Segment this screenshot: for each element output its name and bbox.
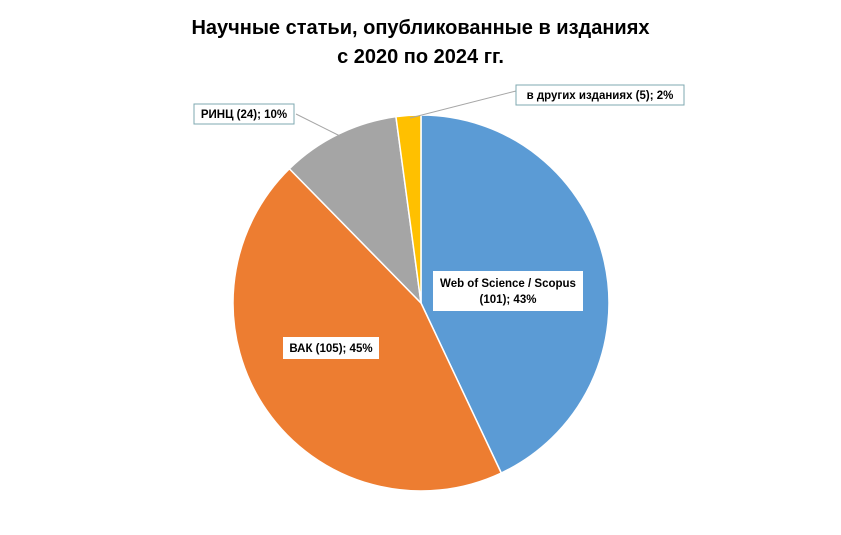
pie-slice-2 [232, 167, 503, 492]
data-label-1-line-1: Web of Science / Scopus [440, 278, 576, 290]
chart-title: Научные статьи, опубликованные в издания… [0, 14, 841, 72]
data-label-box-3 [193, 103, 295, 125]
data-label-1-line-2: (101); 43% [480, 294, 537, 306]
data-labels: Web of Science / Scopus (101); 43% ВАК (10… [193, 84, 685, 359]
pie-slices [232, 114, 610, 492]
data-label-box-1 [433, 271, 583, 311]
data-label-box-2 [283, 337, 379, 359]
data-label-3-line-1: РИНЦ (24); 10% [201, 109, 287, 121]
leader-line-3 [295, 113, 341, 137]
leader-lines [295, 90, 517, 137]
chart-title-line-2: с 2020 по 2024 гг. [337, 46, 504, 68]
data-label-2-line-1: ВАК (105); 45% [289, 343, 372, 355]
data-label-box-4 [515, 84, 685, 106]
pie-slice-3 [288, 115, 423, 306]
data-label-4-line-1: в других изданиях (5); 2% [527, 90, 674, 102]
leader-line-4 [409, 90, 517, 119]
chart-title-line-1: Научные статьи, опубликованные в издания… [191, 17, 650, 39]
